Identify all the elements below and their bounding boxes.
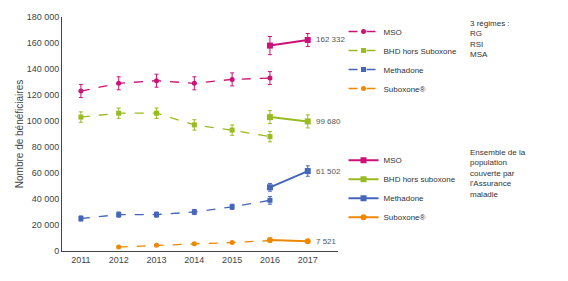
svg-text:BHD hors suboxone: BHD hors suboxone: [384, 175, 456, 184]
svg-text:2014: 2014: [184, 255, 204, 265]
svg-text:3 régimes :RGRSIMSA: 3 régimes :RGRSIMSA: [470, 19, 510, 59]
svg-text:Methadone: Methadone: [384, 66, 425, 75]
svg-text:2016: 2016: [260, 255, 280, 265]
svg-text:160 000: 160 000: [27, 38, 60, 48]
svg-text:2012: 2012: [109, 255, 129, 265]
svg-text:20 000: 20 000: [32, 220, 60, 230]
svg-text:100 000: 100 000: [27, 116, 60, 126]
svg-text:60 000: 60 000: [32, 168, 60, 178]
svg-text:BHD hors Suboxone: BHD hors Suboxone: [384, 47, 457, 56]
svg-text:2011: 2011: [71, 255, 90, 265]
svg-text:Suboxone®: Suboxone®: [384, 213, 426, 222]
svg-text:162 332: 162 332: [316, 35, 345, 44]
svg-text:MSO: MSO: [384, 156, 402, 165]
svg-text:61 502: 61 502: [316, 167, 341, 176]
svg-text:Methadone: Methadone: [384, 194, 425, 203]
svg-text:0: 0: [54, 246, 59, 256]
svg-text:120 000: 120 000: [27, 90, 60, 100]
svg-text:MSO: MSO: [384, 28, 402, 37]
svg-text:2017: 2017: [298, 255, 318, 265]
svg-text:2015: 2015: [222, 255, 242, 265]
svg-text:99 680: 99 680: [316, 117, 341, 126]
svg-text:Ensemble de lapopulationcouver: Ensemble de lapopulationcouverte parl'As…: [470, 148, 526, 199]
svg-text:7 521: 7 521: [316, 237, 337, 246]
svg-text:80 000: 80 000: [32, 142, 60, 152]
svg-text:2013: 2013: [147, 255, 167, 265]
svg-text:40 000: 40 000: [32, 194, 60, 204]
svg-text:Nombre de bénéficiaires: Nombre de bénéficiaires: [14, 80, 25, 188]
svg-text:180 000: 180 000: [27, 12, 60, 22]
svg-text:140 000: 140 000: [27, 64, 60, 74]
svg-text:Suboxone®: Suboxone®: [384, 85, 426, 94]
